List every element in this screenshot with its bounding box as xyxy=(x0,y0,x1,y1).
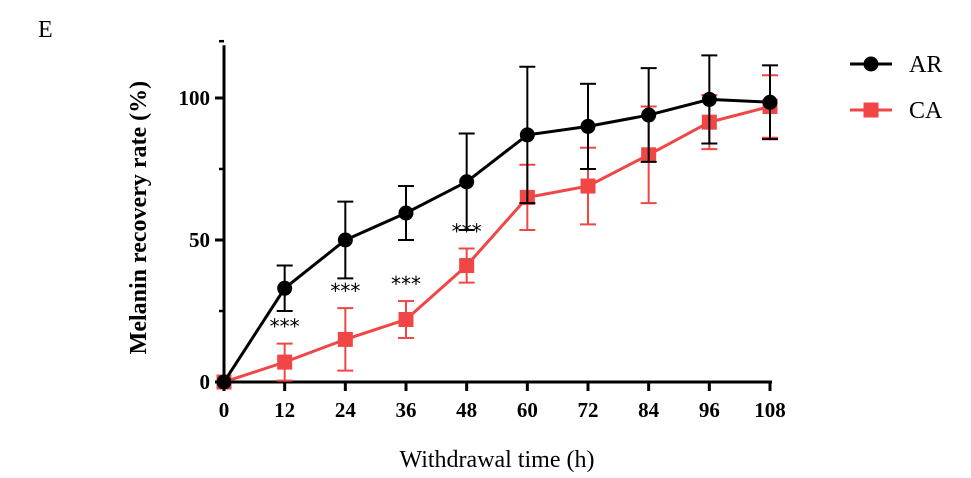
y-tick-label: 0 xyxy=(200,370,211,394)
data-point xyxy=(337,331,353,347)
panel-label: E xyxy=(38,17,53,43)
axes: 0 50 100 0 12 24 36 48 60 72 84 96 108 xyxy=(179,39,786,422)
significance-marker: *** xyxy=(270,315,300,339)
data-point xyxy=(337,232,353,248)
data-point xyxy=(580,178,596,194)
legend-label: CA xyxy=(909,98,943,124)
data-point xyxy=(459,174,475,190)
data-point xyxy=(277,354,293,370)
data-point xyxy=(580,118,596,134)
data-point xyxy=(398,205,414,221)
data-point xyxy=(398,312,414,328)
x-ticks: 0 12 24 36 48 60 72 84 96 108 xyxy=(219,382,786,422)
x-tick-label: 0 xyxy=(219,398,230,422)
data-point xyxy=(459,258,475,274)
series-ca xyxy=(216,74,778,390)
data-point xyxy=(216,374,232,390)
legend-label: AR xyxy=(909,52,942,78)
data-point xyxy=(277,280,293,296)
significance-annotations: *** *** *** *** xyxy=(270,220,482,339)
y-ticks: 0 50 100 xyxy=(179,39,224,394)
series-ar xyxy=(216,54,778,390)
legend-marker xyxy=(863,102,879,118)
significance-marker: *** xyxy=(391,272,421,296)
data-point xyxy=(641,107,657,123)
data-point xyxy=(519,127,535,143)
legend-item-ar: AR xyxy=(850,52,942,78)
x-tick-label: 24 xyxy=(335,398,357,422)
data-point xyxy=(762,94,778,110)
data-point xyxy=(701,91,717,107)
x-tick-label: 96 xyxy=(699,398,720,422)
x-tick-label: 48 xyxy=(456,398,477,422)
x-tick-label: 108 xyxy=(754,398,786,422)
y-tick-label: 50 xyxy=(189,228,210,252)
x-tick-label: 36 xyxy=(396,398,417,422)
x-tick-label: 12 xyxy=(274,398,295,422)
legend: AR CA xyxy=(850,52,943,124)
legend-marker xyxy=(863,56,879,72)
significance-marker: *** xyxy=(330,279,360,303)
x-tick-label: 60 xyxy=(517,398,538,422)
y-axis-title: Melanin recovery rate (%) xyxy=(126,81,152,354)
x-tick-label: 72 xyxy=(578,398,599,422)
x-tick-label: 84 xyxy=(638,398,660,422)
x-axis-title: Withdrawal time (h) xyxy=(400,447,595,473)
y-tick-label: 100 xyxy=(179,86,211,110)
series-line xyxy=(222,97,771,383)
series-layer xyxy=(216,54,778,390)
legend-item-ca: CA xyxy=(850,98,943,124)
series-line xyxy=(223,105,771,384)
significance-marker: *** xyxy=(452,220,482,244)
